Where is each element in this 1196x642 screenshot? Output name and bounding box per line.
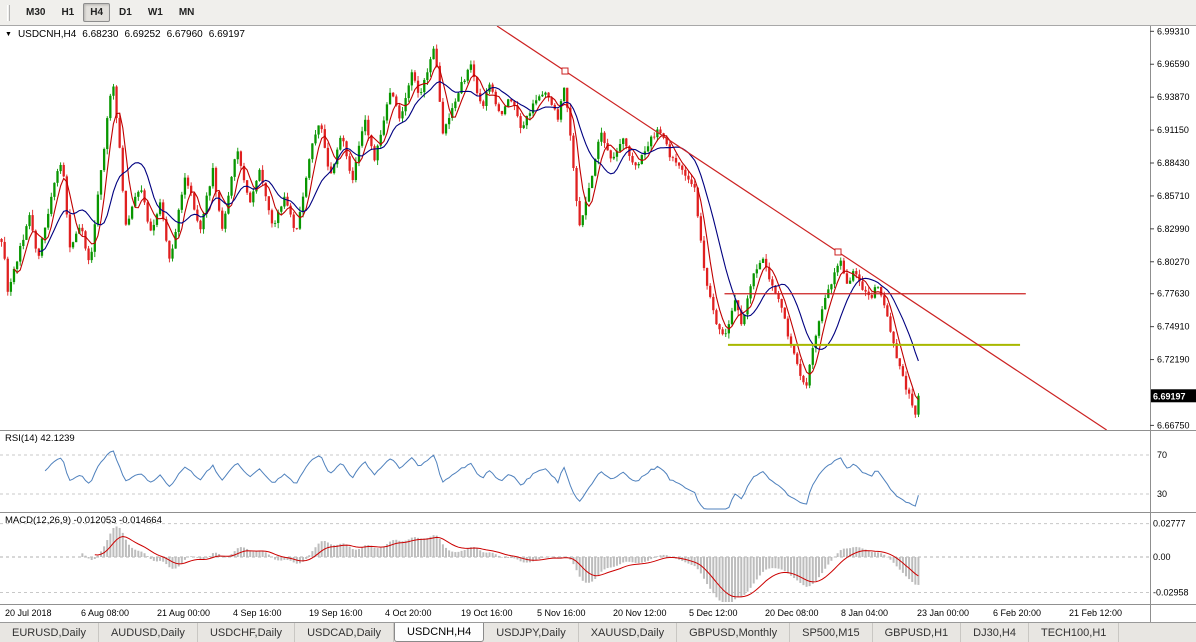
time-axis-label: 20 Jul 2018 — [5, 608, 52, 618]
macd-signal-line — [94, 535, 919, 598]
time-axis-label: 4 Oct 20:00 — [385, 608, 432, 618]
main-chart-panel: 6.99310 6.96590 6.93870 6.91150 6.88430 6.857… — [0, 26, 1196, 430]
timeframe-button-d1[interactable]: D1 — [119, 7, 132, 18]
price-axis-label: 6.99310 — [1157, 26, 1190, 36]
rsi-level-label: 70 — [1157, 450, 1167, 460]
time-axis-label: 5 Nov 16:00 — [537, 608, 586, 618]
trendline-handle[interactable] — [561, 67, 569, 75]
price-axis-label: 6.72190 — [1157, 355, 1190, 365]
time-axis-label: 19 Oct 16:00 — [461, 608, 513, 618]
symbol-tab-usdcad-daily[interactable]: USDCAD,Daily — [295, 623, 395, 642]
time-axis-label: 21 Aug 00:00 — [157, 608, 211, 618]
time-axis-label: 23 Jan 00:00 — [917, 608, 970, 618]
time-axis-label: 21 Feb 12:00 — [1069, 608, 1123, 618]
symbol-tab-usdjpy-daily[interactable]: USDJPY,Daily — [484, 623, 579, 642]
price-axis-label: 6.88430 — [1157, 158, 1190, 168]
time-axis-label: 20 Nov 12:00 — [613, 608, 667, 618]
macd-histogram — [81, 526, 920, 602]
time-axis-label: 5 Dec 12:00 — [689, 608, 738, 618]
rsi-level-label: 30 — [1157, 489, 1167, 499]
symbol-tab-gbpusd-monthly[interactable]: GBPUSD,Monthly — [677, 623, 791, 642]
symbol-tab-eurusd-daily[interactable]: EURUSD,Daily — [0, 623, 99, 642]
macd-level-label: 0.02777 — [1153, 519, 1186, 529]
timeframe-toolbar: M30 H1 H4 D1 W1 MN — [0, 0, 1196, 26]
price-axis-label: 6.74910 — [1157, 322, 1190, 332]
price-axis-label: 6.82990 — [1157, 224, 1190, 234]
rsi-line — [44, 450, 919, 510]
ma-slow-line — [38, 80, 919, 362]
price-axis-label: 6.93870 — [1157, 92, 1190, 102]
trendline[interactable] — [496, 26, 1107, 430]
current-price-marker — [1151, 389, 1196, 403]
timeframe-button-h1[interactable]: H1 — [61, 7, 75, 18]
timeframe-button-h4[interactable]: H4 — [83, 3, 111, 22]
time-axis-label: 6 Feb 20:00 — [993, 608, 1042, 618]
timeframe-button-m30[interactable]: M30 — [26, 7, 46, 18]
time-axis[interactable]: 20 Jul 2018 6 Aug 08:00 21 Aug 00:00 4 Sep … — [0, 604, 1196, 622]
price-axis-label: 6.96590 — [1157, 59, 1190, 69]
symbol-tab-audusd-daily[interactable]: AUDUSD,Daily — [99, 623, 198, 642]
symbol-tab-gbpusd-h1[interactable]: GBPUSD,H1 — [873, 623, 962, 642]
macd-level-label: 0.00 — [1153, 552, 1171, 562]
symbol-tab-dj30-h4[interactable]: DJ30,H4 — [961, 623, 1029, 642]
time-axis-label: 8 Jan 04:00 — [841, 608, 889, 618]
time-axis-label: 4 Sep 16:00 — [233, 608, 282, 618]
macd-panel: 0.02777 0.00 -0.02958 MACD(12,26,9) -0.012… — [0, 512, 1196, 604]
price-axis-label: 6.85710 — [1157, 191, 1190, 201]
price-axis-label: 6.66750 — [1157, 420, 1190, 430]
time-axis-label: 20 Dec 08:00 — [765, 608, 819, 618]
toolbar-grip[interactable] — [7, 4, 10, 21]
symbol-tab-sp500-m15[interactable]: SP500,M15 — [790, 623, 873, 642]
axis-separator — [1150, 605, 1151, 622]
symbol-tab-tech100-h1[interactable]: TECH100,H1 — [1029, 623, 1120, 642]
price-axis-label: 6.91150 — [1157, 125, 1189, 135]
price-axis-label: 6.77630 — [1157, 289, 1190, 299]
timeframe-button-w1[interactable]: W1 — [147, 7, 163, 18]
macd-canvas[interactable]: 0.02777 0.00 -0.02958 — [0, 513, 1196, 604]
symbol-tab-bar: EURUSD,Daily AUDUSD,Daily USDCHF,Daily USDC… — [0, 622, 1196, 642]
main-chart-canvas[interactable]: 6.99310 6.96590 6.93870 6.91150 6.88430 6.857… — [0, 26, 1196, 430]
symbol-tab-xauusd-daily[interactable]: XAUUSD,Daily — [579, 623, 678, 642]
candles-layer[interactable] — [0, 44, 920, 418]
current-price-text: 6.69197 — [1153, 391, 1186, 401]
ma-fast-line — [13, 64, 919, 401]
rsi-panel: 70 30 RSI(14) 42.1239 — [0, 430, 1196, 512]
macd-level-label: -0.02958 — [1153, 587, 1189, 597]
rsi-canvas[interactable]: 70 30 — [0, 431, 1196, 512]
symbol-tab-usdchf-daily[interactable]: USDCHF,Daily — [198, 623, 296, 642]
time-axis-label: 19 Sep 16:00 — [309, 608, 363, 618]
timeframe-button-mn[interactable]: MN — [178, 7, 195, 18]
symbol-tab-usdcnh-h4[interactable]: USDCNH,H4 — [394, 623, 485, 642]
trendline-handle[interactable] — [834, 248, 842, 256]
time-axis-label: 6 Aug 08:00 — [81, 608, 130, 618]
price-axis-label: 6.80270 — [1157, 257, 1190, 267]
